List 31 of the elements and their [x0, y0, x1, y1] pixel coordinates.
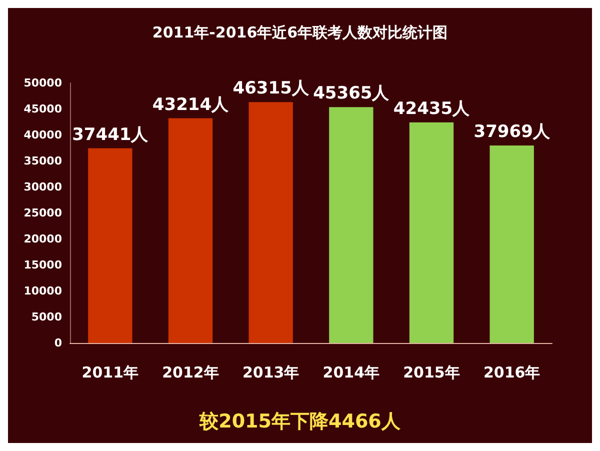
y-tick-label: 20000	[24, 232, 62, 246]
y-tick-label: 35000	[24, 154, 62, 168]
y-tick-label: 5000	[31, 310, 62, 324]
bar	[248, 102, 293, 343]
data-label: 37969人	[474, 122, 551, 142]
bar	[329, 107, 374, 343]
data-label: 43214人	[152, 94, 230, 115]
bar	[88, 148, 132, 343]
chart-title: 2011年-2016年近6年联考人数对比统计图	[152, 24, 448, 42]
data-label: 46315人	[232, 78, 310, 99]
x-tick-label: 2012年	[162, 364, 219, 382]
x-tick-label: 2011年	[82, 364, 139, 382]
x-tick-label: 2015年	[403, 364, 460, 382]
data-label: 42435人	[393, 98, 471, 119]
y-tick-label: 15000	[24, 258, 62, 272]
bar	[409, 122, 454, 343]
data-label: 45365人	[313, 84, 390, 104]
x-tick-label: 2014年	[322, 364, 380, 382]
y-tick-label: 10000	[24, 284, 62, 298]
y-tick-label: 25000	[24, 206, 62, 220]
bar	[490, 146, 534, 343]
data-label: 37441人	[72, 124, 150, 145]
y-tick-label: 30000	[24, 180, 62, 194]
x-tick-label: 2013年	[242, 364, 300, 382]
y-tick-label: 40000	[24, 128, 62, 142]
y-tick-label: 45000	[24, 102, 62, 116]
y-tick-label: 0	[54, 336, 62, 350]
y-tick-label: 50000	[24, 76, 62, 90]
x-tick-label: 2016年	[483, 364, 540, 382]
bar	[168, 118, 213, 343]
text: 较2015年下降4466人	[198, 410, 402, 432]
